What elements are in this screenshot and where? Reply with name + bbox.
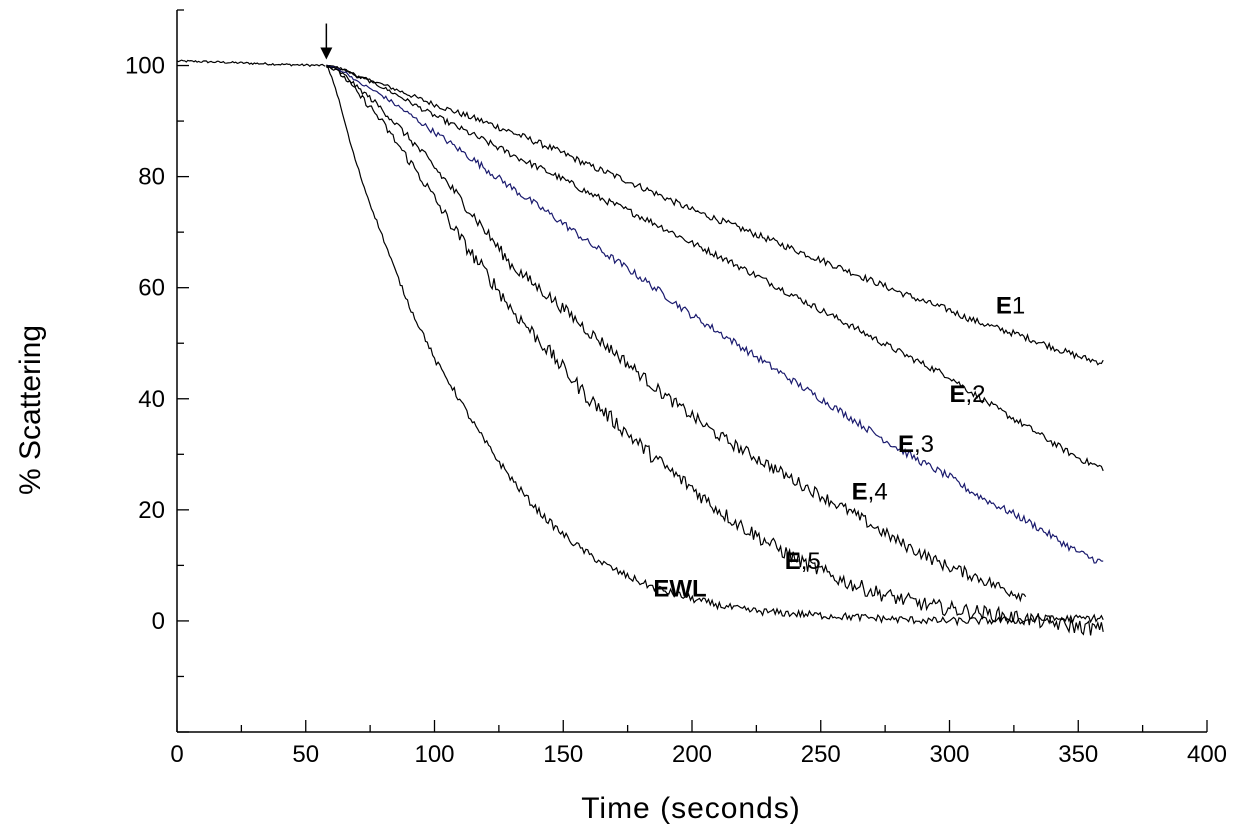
x-tick-label: 250 xyxy=(801,741,841,768)
series-label-1: E,2 xyxy=(950,381,986,408)
series-label-rest: ,4 xyxy=(868,478,888,505)
series-label-2: E,3 xyxy=(898,431,934,458)
y-tick-label: 20 xyxy=(138,497,165,524)
x-tick-label: 300 xyxy=(929,741,969,768)
series-label-5: EWL xyxy=(653,576,706,603)
series-label-bold: E xyxy=(852,478,868,505)
series-label-bold: E xyxy=(898,431,914,458)
series-label-3: E,4 xyxy=(852,478,888,505)
arrow-down-icon xyxy=(320,47,333,60)
series-label-rest: ,2 xyxy=(966,381,986,408)
baseline-line xyxy=(176,59,326,68)
series-label-rest: ,3 xyxy=(914,431,934,458)
axis-ticks xyxy=(176,9,1208,733)
series-lines xyxy=(176,59,1104,636)
x-tick-label: 0 xyxy=(170,741,183,768)
series-label-0: E1 xyxy=(996,292,1025,319)
axis-tick-labels: 0 50 100 150 200 250 300 350 400 0 20 40 60 80 100 xyxy=(125,53,1227,768)
annotations xyxy=(320,23,333,60)
y-tick-label: 80 xyxy=(138,164,165,191)
x-tick-label: 400 xyxy=(1187,741,1227,768)
x-tick-label: 350 xyxy=(1058,741,1098,768)
y-tick-label: 60 xyxy=(138,275,165,302)
series-line-3 xyxy=(326,64,1027,603)
y-tick-label: 0 xyxy=(152,608,165,635)
series-line-0 xyxy=(326,64,1104,366)
plot-frame xyxy=(176,10,1207,733)
y-tick-label: 100 xyxy=(125,53,165,80)
series-label-bold: E xyxy=(950,381,966,408)
x-tick-label: 100 xyxy=(414,741,454,768)
x-axis-title: Time (seconds) xyxy=(581,792,801,825)
series-label-rest: 1 xyxy=(1012,292,1025,319)
series-line-4 xyxy=(326,66,1104,636)
x-tick-label: 150 xyxy=(543,741,583,768)
series-label-bold: E xyxy=(785,548,801,575)
series-line-5 xyxy=(325,65,1104,627)
series-label-4: E,5 xyxy=(785,548,821,575)
y-tick-label: 40 xyxy=(138,386,165,413)
y-axis-title: % Scattering xyxy=(14,325,47,495)
series-label-bold: EWL xyxy=(653,576,706,603)
series-label-rest: ,5 xyxy=(801,548,821,575)
series-line-1 xyxy=(326,65,1104,472)
x-tick-label: 50 xyxy=(292,741,319,768)
series-label-bold: E xyxy=(996,292,1012,319)
x-tick-label: 200 xyxy=(672,741,712,768)
series-line-2 xyxy=(326,64,1104,564)
